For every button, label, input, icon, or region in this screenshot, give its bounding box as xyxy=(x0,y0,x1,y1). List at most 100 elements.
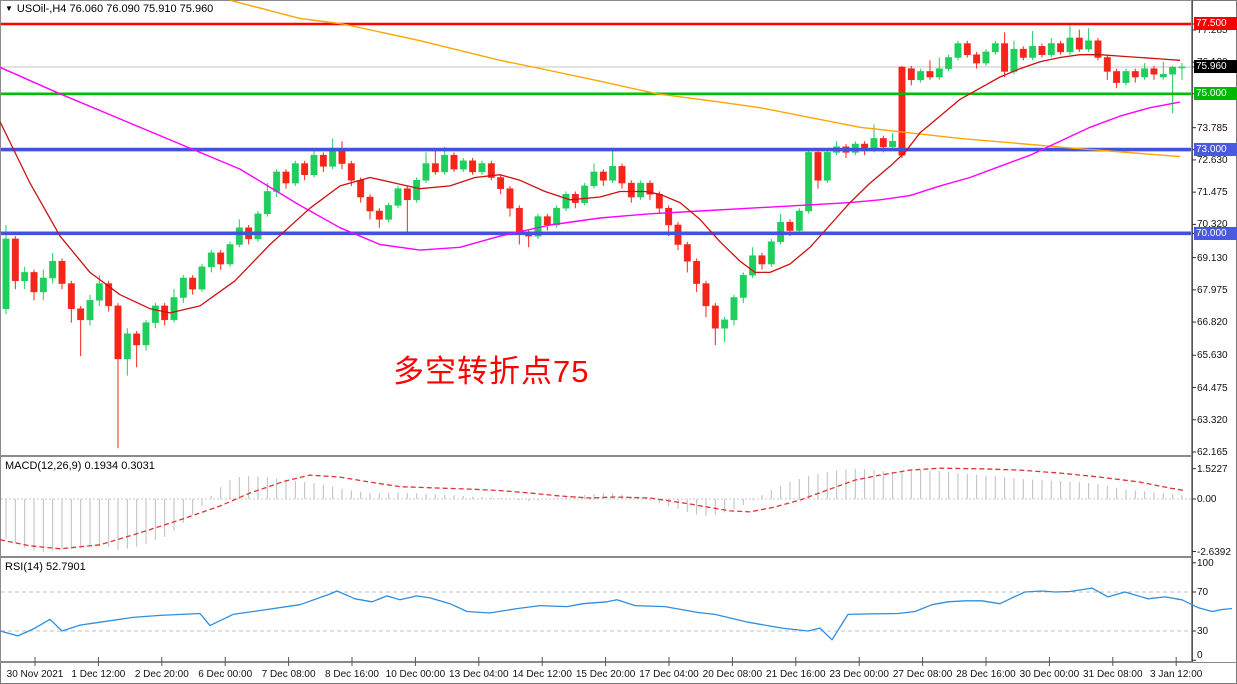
candle xyxy=(86,300,94,321)
candle xyxy=(403,188,411,201)
candle xyxy=(1150,68,1158,75)
rsi-pane[interactable] xyxy=(0,557,1192,662)
candle xyxy=(385,205,393,220)
candle xyxy=(1131,71,1139,78)
time-axis-label: 30 Dec 00:00 xyxy=(1019,669,1080,680)
rsi-line xyxy=(0,587,1233,641)
candle xyxy=(254,213,262,240)
candle xyxy=(721,319,729,329)
price-axis-label: 64.475 xyxy=(1197,382,1228,394)
candle xyxy=(543,216,551,226)
candle xyxy=(879,138,887,148)
time-axis-label: 28 Dec 16:00 xyxy=(956,669,1016,680)
time-axis-label: 13 Dec 04:00 xyxy=(449,669,509,680)
price-axis-label: 63.320 xyxy=(1197,414,1228,426)
candle xyxy=(786,221,794,231)
candle xyxy=(1010,48,1018,72)
time-axis-label: 6 Dec 00:00 xyxy=(198,669,253,680)
candle xyxy=(814,152,822,181)
candle xyxy=(646,182,654,195)
candle xyxy=(487,163,495,178)
candle xyxy=(767,241,775,265)
time-axis-label: 10 Dec 00:00 xyxy=(385,669,446,680)
candle xyxy=(1169,67,1177,75)
candle xyxy=(1066,37,1074,53)
candle xyxy=(954,43,962,58)
candle xyxy=(627,182,635,198)
ohlc-low: 75.910 xyxy=(142,3,177,15)
candle xyxy=(553,207,561,226)
rsi-axis-label: 100 xyxy=(1197,558,1214,569)
candle xyxy=(273,171,281,192)
price-badge-75.000: 75.000 xyxy=(1194,87,1237,101)
rsi-chart xyxy=(0,587,1233,641)
candle xyxy=(749,255,757,276)
candle xyxy=(478,163,486,173)
candle xyxy=(450,154,458,170)
candle xyxy=(347,163,355,181)
macd-pane[interactable] xyxy=(0,456,1192,557)
candle xyxy=(21,272,29,282)
candle xyxy=(123,333,131,360)
chart-text-annotation[interactable]: 多空转折点75 xyxy=(393,354,590,389)
candle xyxy=(329,149,337,167)
time-axis-label: 2 Dec 20:00 xyxy=(134,669,189,680)
candle xyxy=(609,166,617,181)
time-axis-label: 14 Dec 12:00 xyxy=(512,669,572,680)
candle xyxy=(823,152,831,181)
candle xyxy=(30,272,38,293)
time-axis-label: 15 Dec 20:00 xyxy=(575,669,636,680)
candle xyxy=(319,154,327,167)
candle xyxy=(142,322,150,346)
candle xyxy=(683,244,691,262)
rsi-axis-label: 70 xyxy=(1197,587,1209,598)
candle xyxy=(151,305,159,323)
candle xyxy=(301,163,309,175)
candle xyxy=(1103,57,1111,72)
candle xyxy=(282,171,290,184)
symbol-timeframe: USOil-,H4 xyxy=(16,3,67,15)
candle xyxy=(730,297,738,321)
symbol-dropdown-icon[interactable]: ▼ xyxy=(5,4,13,13)
candle xyxy=(179,277,187,298)
candle xyxy=(1047,43,1055,55)
candle xyxy=(77,308,85,321)
candle xyxy=(926,71,934,78)
ma-mid-magenta xyxy=(0,66,1181,251)
rsi-name: RSI(14) xyxy=(5,561,43,573)
candle xyxy=(655,194,663,209)
macd-axis-label: 1.5227 xyxy=(1197,463,1228,475)
candle xyxy=(991,43,999,53)
chart-title: ▼ USOil-,H4 76.060 76.090 75.910 75.960 xyxy=(5,3,213,15)
candle xyxy=(1094,40,1102,58)
time-axis-label: 8 Dec 16:00 xyxy=(325,669,379,680)
price-axis-label: 67.975 xyxy=(1197,284,1228,296)
candle xyxy=(366,196,374,212)
ma-slow-orange xyxy=(229,0,1181,158)
candle xyxy=(1038,46,1046,55)
ohlc-close: 75.960 xyxy=(179,3,214,15)
candle xyxy=(11,238,19,282)
candle xyxy=(1141,68,1149,78)
rsi-value: 52.7901 xyxy=(45,561,86,573)
ohlc-open: 76.060 xyxy=(69,3,104,15)
macd-main-value: 0.1934 xyxy=(84,460,119,472)
candle xyxy=(711,305,719,329)
candle xyxy=(235,227,243,245)
candle xyxy=(599,171,607,181)
candle xyxy=(637,182,645,198)
price-axis-label: 73.785 xyxy=(1197,122,1228,134)
price-axis-label: 72.630 xyxy=(1197,154,1228,166)
time-axis-label: 20 Dec 08:00 xyxy=(702,669,763,680)
time-axis-label: 27 Dec 08:00 xyxy=(892,669,953,680)
price-axis-label: 66.820 xyxy=(1197,317,1228,329)
main-chart-pane[interactable] xyxy=(0,0,1192,456)
level-lines[interactable] xyxy=(1,22,1191,236)
candle xyxy=(581,185,589,203)
candle xyxy=(963,43,971,55)
time-axis[interactable] xyxy=(34,657,1177,666)
candle xyxy=(58,260,66,284)
candle xyxy=(590,171,598,187)
